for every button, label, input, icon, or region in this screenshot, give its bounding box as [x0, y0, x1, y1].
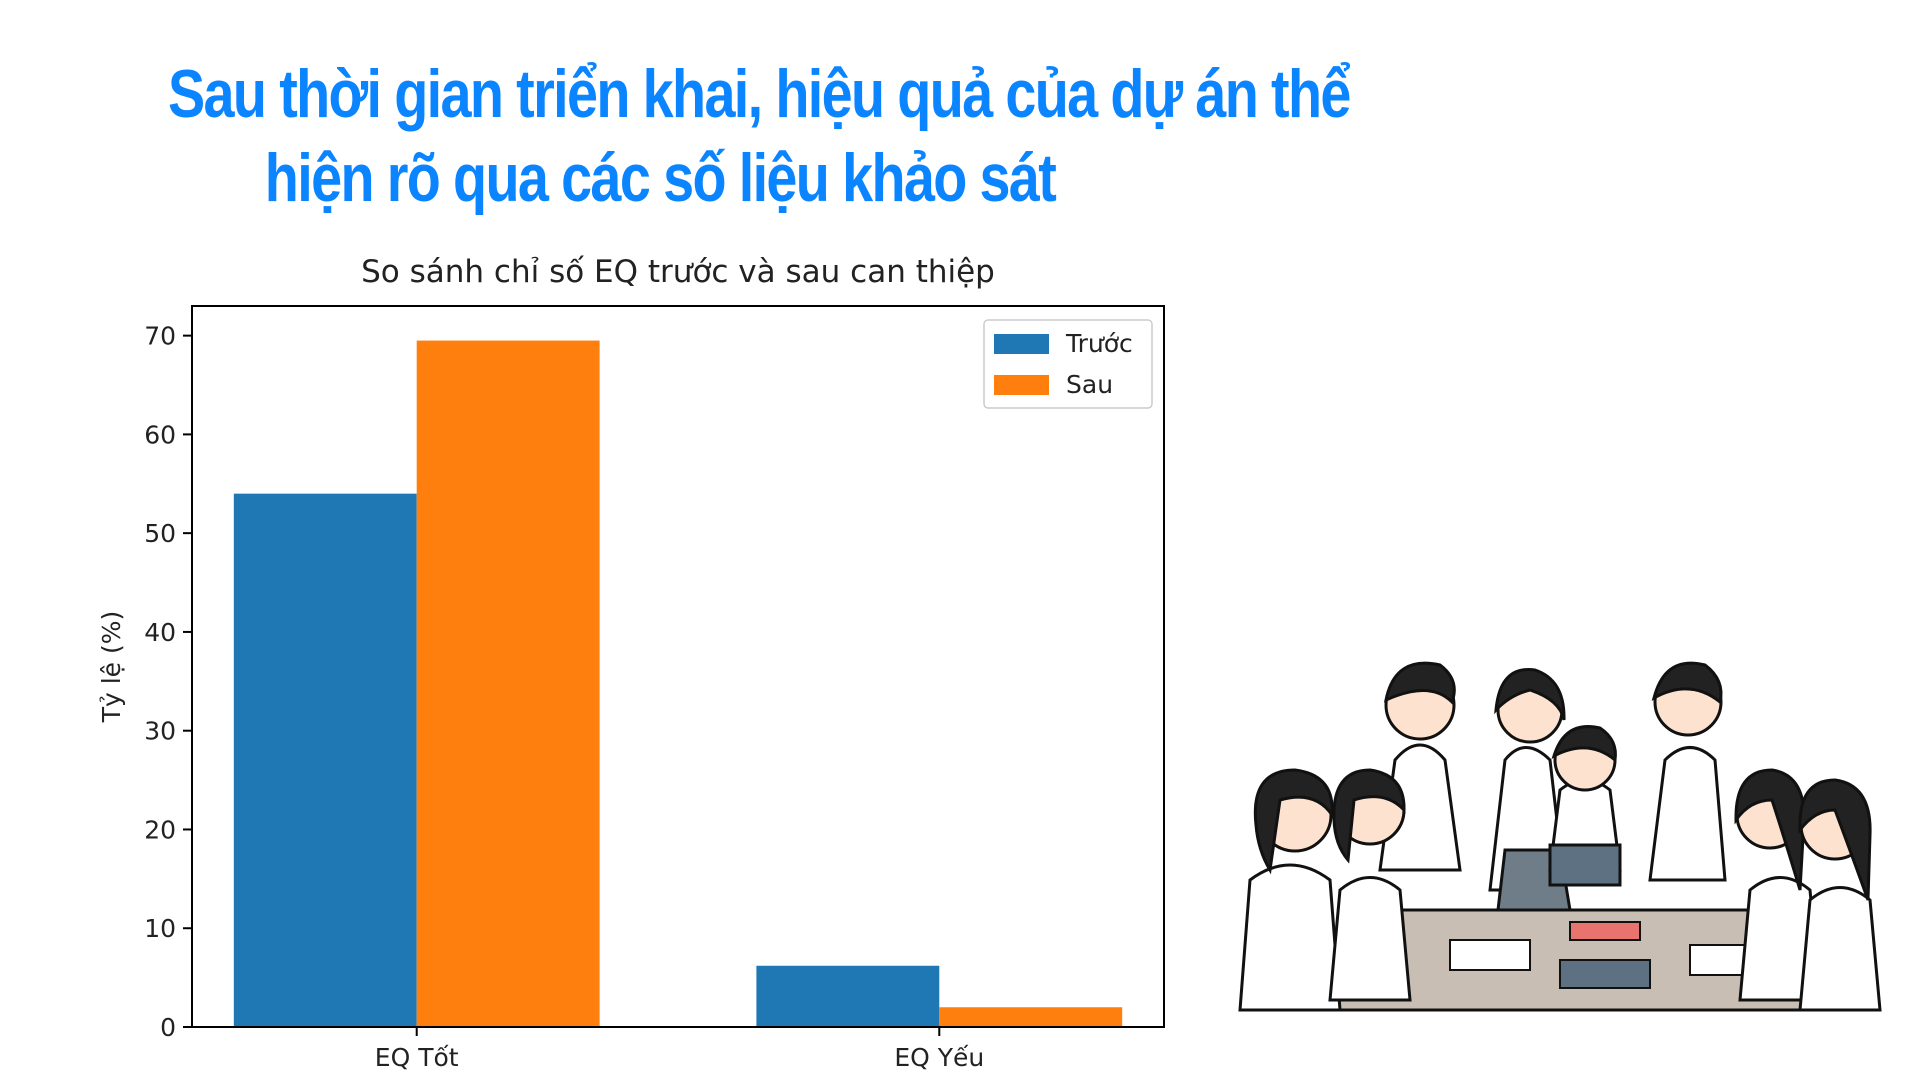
chart-svg: So sánh chỉ số EQ trước và sau can thiệp…: [97, 254, 1165, 1072]
chart-title: So sánh chỉ số EQ trước và sau can thiệp: [361, 254, 995, 290]
y-tick-label: 20: [144, 815, 176, 844]
legend-label-1: Sau: [1066, 370, 1113, 399]
y-tick-label: 0: [160, 1013, 176, 1042]
headline: Sau thời gian triển khai, hiệu quả của d…: [168, 52, 1351, 220]
bar-sau-0: [416, 340, 600, 1027]
headline-line-1: Sau thời gian triển khai, hiệu quả của d…: [168, 56, 1351, 132]
y-tick-label: 70: [144, 322, 176, 351]
legend-label-0: Trước: [1065, 329, 1133, 358]
legend-swatch-0: [994, 334, 1049, 354]
bar-sau-1: [939, 1007, 1123, 1027]
bar-truoc-1: [756, 965, 940, 1027]
y-tick-label: 50: [144, 519, 176, 548]
y-tick-label: 40: [144, 618, 176, 647]
legend-swatch-1: [994, 375, 1049, 395]
y-tick-label: 60: [144, 420, 176, 449]
y-tick-label: 30: [144, 717, 176, 746]
headline-line-2: hiện rõ qua các số liệu khảo sát: [264, 140, 1057, 216]
x-tick-label: EQ Yếu: [894, 1043, 984, 1072]
x-tick-label: EQ Tốt: [375, 1043, 459, 1072]
bar-truoc-0: [233, 493, 417, 1027]
y-tick-label: 10: [144, 914, 176, 943]
y-axis-label: Tỷ lệ (%): [97, 611, 126, 724]
bar-chart: So sánh chỉ số EQ trước và sau can thiệp…: [0, 230, 1200, 1080]
plot-frame: [191, 305, 1165, 1028]
students-studying-illustration: [1220, 610, 1900, 1030]
students-illustration-icon: [1238, 661, 1882, 1012]
